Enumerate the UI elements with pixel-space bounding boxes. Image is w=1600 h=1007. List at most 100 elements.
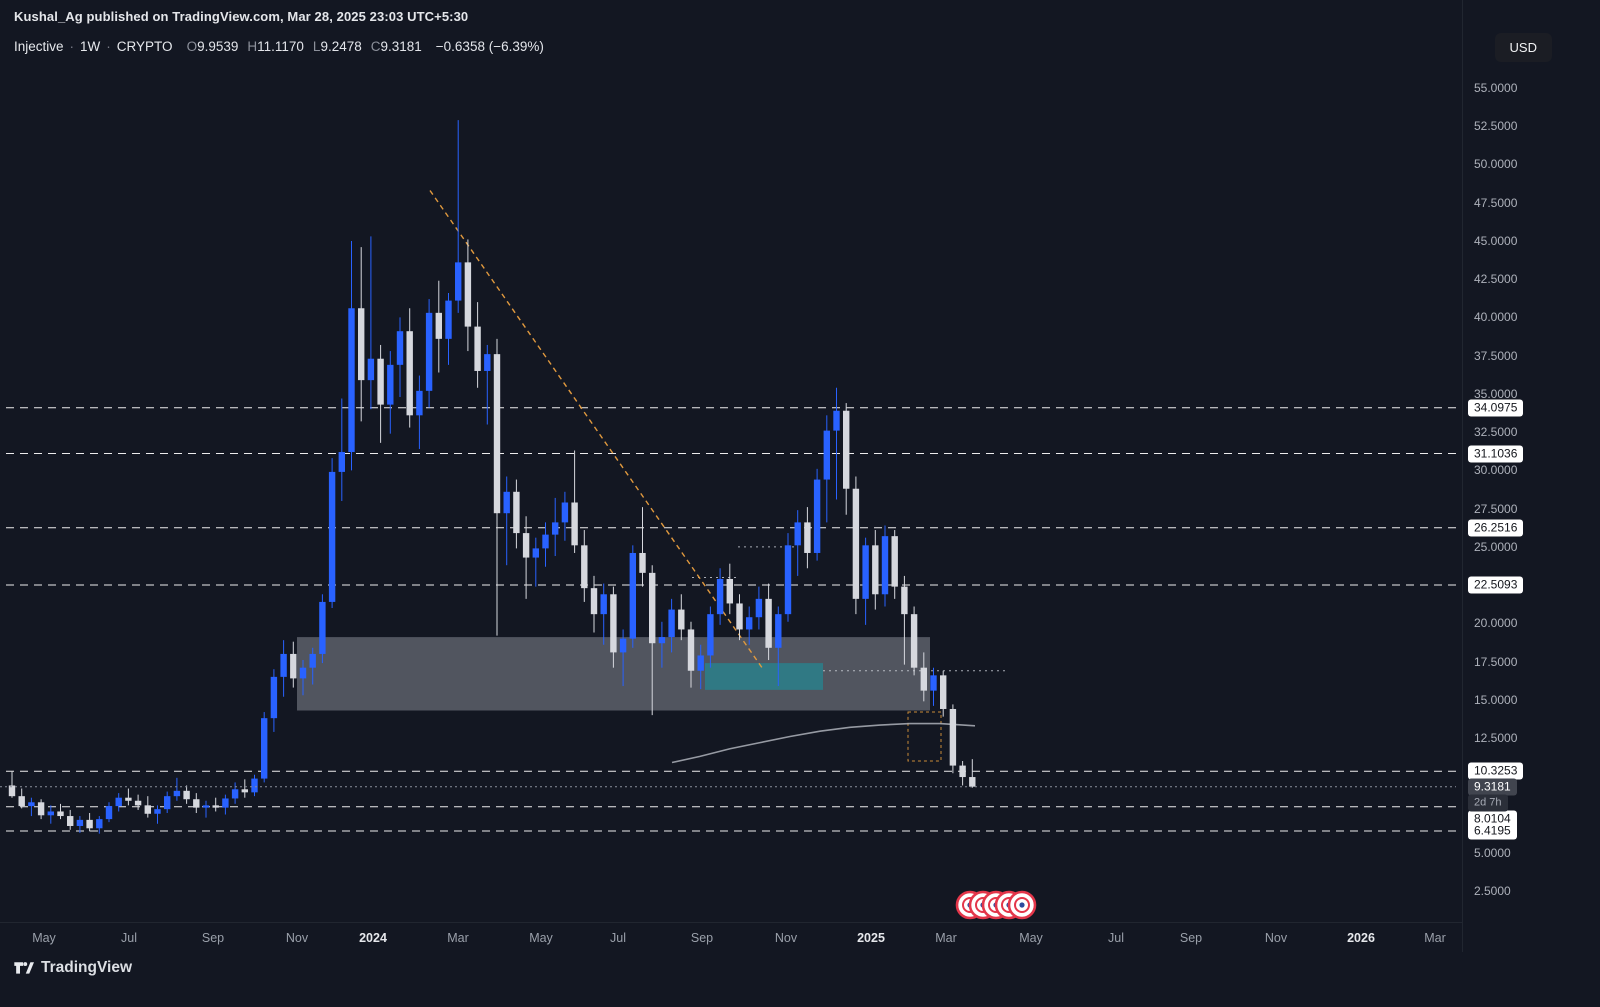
candle-body <box>775 614 782 648</box>
chart-legend: Injective · 1W · CRYPTO O9.9539 H11.1170… <box>14 39 544 54</box>
candle-body <box>193 799 200 808</box>
candle-body <box>309 653 316 668</box>
candle-body <box>455 262 462 301</box>
open-label: O <box>186 39 198 54</box>
candle-body <box>115 797 122 807</box>
candle-body <box>843 410 850 489</box>
currency-button[interactable]: USD <box>1494 33 1552 62</box>
candle-body <box>678 609 685 630</box>
high-label: H <box>247 39 258 54</box>
candle-body <box>280 653 287 677</box>
time-tick-Mar: Mar <box>935 931 957 945</box>
candle-body <box>649 572 656 644</box>
candle-body <box>852 488 860 599</box>
candle-body <box>590 588 598 615</box>
candle-body <box>959 765 966 778</box>
price-tick: 42.5000 <box>1474 272 1518 287</box>
candle-body <box>542 534 549 549</box>
ohlc-low: L9.2478 <box>313 39 362 54</box>
candle-body <box>328 471 336 602</box>
time-tick-2025: 2025 <box>857 931 885 945</box>
candle-body <box>484 354 491 371</box>
time-tick-2024: 2024 <box>359 931 387 945</box>
candle-body <box>940 675 947 709</box>
candle-body <box>37 802 45 816</box>
time-tick-Mar: Mar <box>447 931 469 945</box>
candle-body <box>726 578 733 604</box>
ohlc-close: C9.3181 <box>371 39 422 54</box>
candle-body <box>949 708 957 766</box>
price-tick: 55.0000 <box>1474 81 1518 95</box>
candle-body <box>755 598 763 618</box>
price-tick: 25.0000 <box>1474 539 1518 554</box>
candle-body <box>28 802 35 807</box>
candle-body <box>862 545 869 599</box>
orange-dashed-box <box>907 711 942 762</box>
candle-body <box>474 326 481 371</box>
candle-body <box>901 586 908 615</box>
candle-body <box>503 491 510 514</box>
moving-average-line <box>671 722 976 764</box>
price-tick: 32.5000 <box>1474 425 1518 440</box>
candle-body <box>784 545 792 615</box>
candlestick-chart <box>0 120 1456 920</box>
candle-body <box>261 718 268 779</box>
candle-body <box>445 300 452 339</box>
candle-body <box>251 778 258 793</box>
descending-trendline <box>429 190 763 669</box>
level-price-badge: 31.1036 <box>1468 445 1524 462</box>
price-tick: 37.5000 <box>1474 348 1518 363</box>
price-tick: 47.5000 <box>1474 195 1518 210</box>
change-value: −0.6358 (−6.39%) <box>435 39 544 54</box>
level-price-badge: 10.3253 <box>1468 762 1524 780</box>
candle-body <box>581 545 588 589</box>
candle-body <box>8 785 16 797</box>
time-tick-May: May <box>529 931 553 945</box>
price-tick: 45.0000 <box>1474 233 1518 248</box>
chart-canvas[interactable] <box>0 0 1462 1007</box>
candle-body <box>76 819 84 826</box>
time-axis[interactable]: May Jul Sep Nov 2024 Mar May Jul Sep Nov 2025 Mar Ma… <box>0 922 1462 957</box>
price-tick: 20.0000 <box>1474 616 1518 631</box>
red-circle-center-dot <box>1019 902 1025 908</box>
candle-body <box>202 805 210 808</box>
countdown-badge: 2d 7h <box>1468 794 1508 812</box>
ohlc-high: H11.1170 <box>247 39 304 54</box>
candle-body <box>813 479 821 553</box>
candle-body <box>377 358 384 405</box>
candle-body <box>425 312 433 391</box>
price-tick: 30.0000 <box>1474 463 1518 478</box>
candle-body <box>707 614 714 656</box>
candle-body <box>105 806 113 820</box>
candle-body <box>610 594 617 653</box>
exchange-label: CRYPTO <box>116 39 173 54</box>
candle-body <box>823 430 830 480</box>
level-price-badge: 26.2516 <box>1468 519 1524 537</box>
candle-body <box>67 816 74 826</box>
time-tick-Nov: Nov <box>285 931 309 945</box>
time-tick-Sep: Sep <box>201 931 225 945</box>
price-tick: 50.0000 <box>1474 157 1518 172</box>
time-tick-Jul: Jul <box>121 931 137 945</box>
candle-body <box>513 491 520 534</box>
candle-body <box>231 789 239 799</box>
price-tick: 17.5000 <box>1474 654 1518 669</box>
candle-body <box>872 545 879 595</box>
time-tick-Sep: Sep <box>1179 931 1203 945</box>
candle-body <box>435 312 442 339</box>
candle-body <box>493 354 501 514</box>
price-axis[interactable]: 55.0000 52.5000 50.0000 47.5000 45.0000 42.50… <box>1462 0 1600 952</box>
candle-body <box>57 811 64 817</box>
time-tick-Nov: Nov <box>1264 931 1288 945</box>
ohlc-open: O9.9539 <box>187 39 239 54</box>
candle-body <box>600 594 607 615</box>
high-value: 11.1170 <box>257 39 304 54</box>
candle-body <box>930 675 937 691</box>
tradingview-logo[interactable]: TradingView <box>13 957 132 978</box>
time-tick-2026: 2026 <box>1347 931 1375 945</box>
time-tick-May: May <box>32 931 56 945</box>
candle-body <box>18 796 25 807</box>
candle-body <box>746 617 753 630</box>
candle-body <box>639 552 646 573</box>
candle-body <box>299 667 307 679</box>
